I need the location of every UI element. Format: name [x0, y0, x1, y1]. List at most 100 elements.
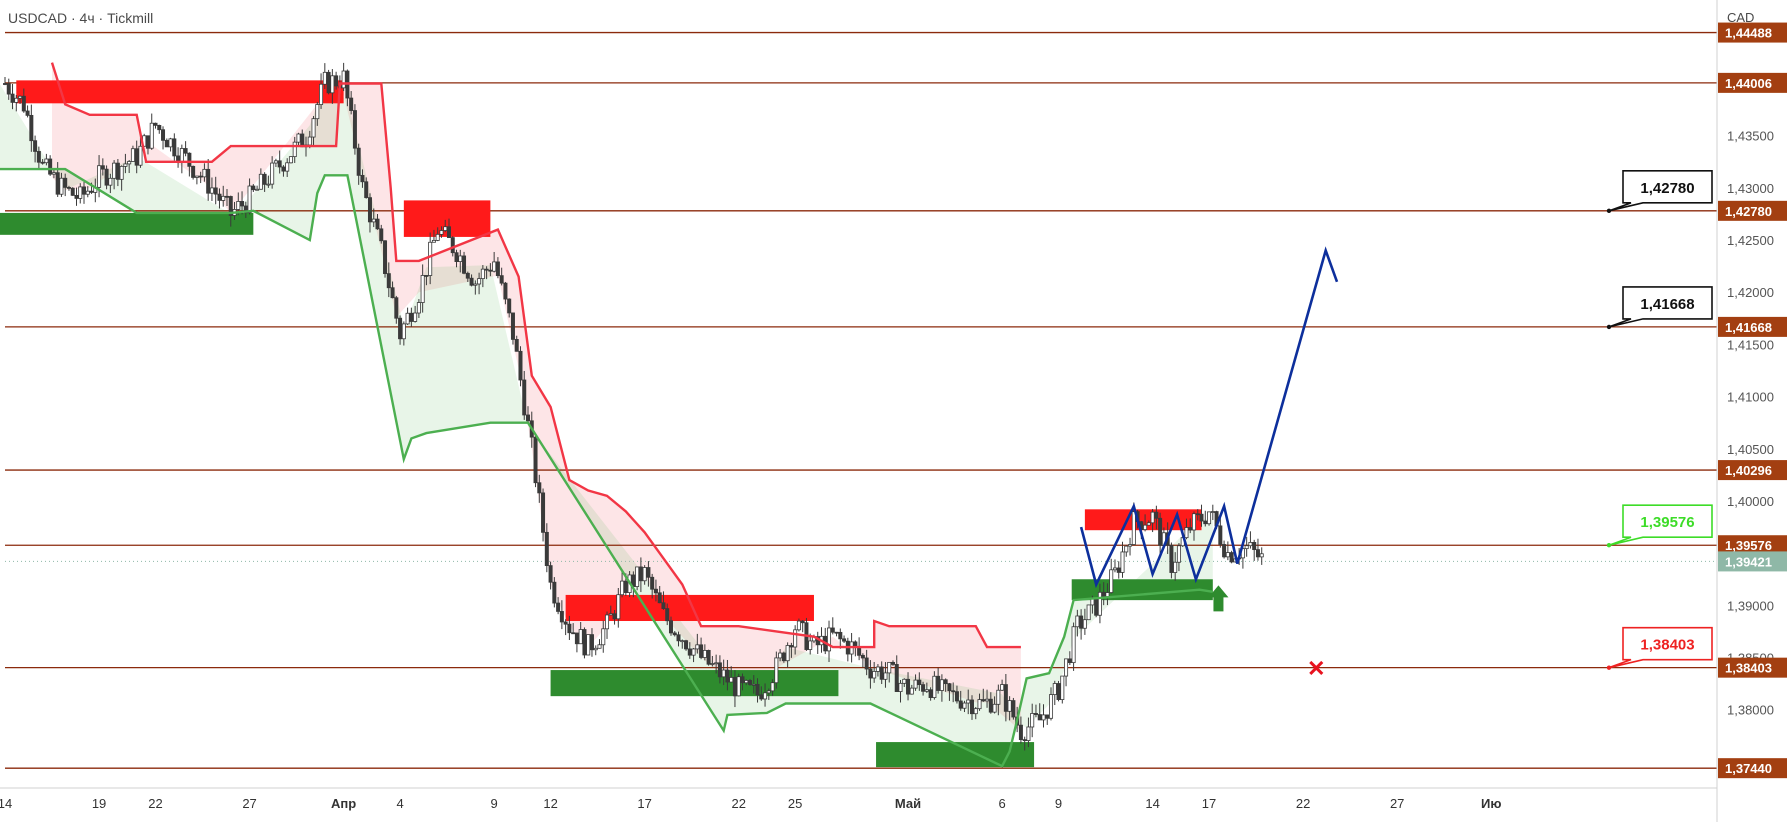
- candle-body: [495, 261, 500, 277]
- candle-body: [443, 226, 448, 231]
- candle-body: [763, 692, 768, 700]
- candle-body: [29, 114, 34, 142]
- candle-body: [559, 611, 564, 623]
- candle-body: [620, 580, 625, 596]
- candle-body: [969, 699, 974, 715]
- candle-body: [409, 312, 414, 322]
- level-price-tag-5-label: 1,39576: [1725, 538, 1772, 553]
- projection-path[interactable]: [1079, 246, 1339, 589]
- candle-body: [653, 588, 658, 594]
- candle-body: [119, 165, 124, 180]
- x-tick-label: 14: [1145, 796, 1159, 811]
- candle-body: [902, 678, 907, 684]
- candle-body: [48, 158, 53, 175]
- candle-body: [868, 668, 873, 679]
- candle-body: [371, 218, 376, 223]
- candle-body: [484, 268, 489, 271]
- candle-body: [386, 273, 391, 289]
- candle-body: [311, 118, 316, 138]
- candle-body: [488, 269, 493, 272]
- candle-body: [221, 195, 226, 201]
- y-tick-label: 1,43500: [1727, 129, 1774, 144]
- candle-body: [544, 531, 549, 567]
- candle-body: [300, 133, 305, 148]
- candle-body: [1112, 567, 1117, 571]
- candle-body: [1045, 714, 1050, 719]
- chart-title: USDCAD · 4ч · Tickmill: [8, 10, 154, 26]
- candle-body: [1210, 511, 1215, 513]
- x-tick-label: Апр: [331, 796, 356, 811]
- level-price-tag-0: [1718, 22, 1787, 43]
- candle-body: [1225, 552, 1230, 558]
- resistance-zone-0[interactable]: [16, 80, 344, 104]
- candle-body: [194, 175, 199, 178]
- candle-body: [247, 185, 252, 214]
- candle-body: [1082, 619, 1087, 629]
- callout-anchor-dot: [1606, 208, 1612, 214]
- candle-body: [270, 162, 275, 185]
- support-zone-1[interactable]: [0, 212, 254, 235]
- candle-body: [462, 255, 467, 274]
- candle-body: [1101, 591, 1106, 597]
- candle-body: [1120, 551, 1125, 573]
- candle-body: [853, 641, 858, 647]
- candle-body: [721, 669, 726, 678]
- candle-body: [1086, 604, 1091, 621]
- candle-body: [973, 708, 978, 715]
- candle-body: [10, 93, 15, 103]
- candle-body: [1131, 511, 1136, 545]
- candle-body: [838, 631, 843, 640]
- level-price-tag-6-label: 1,38403: [1725, 661, 1772, 676]
- candle-body: [149, 122, 154, 149]
- candle-body: [277, 160, 282, 168]
- trailing-stop-down-line: [50, 62, 1021, 649]
- candle-body: [665, 608, 670, 622]
- x-tick-label: 22: [1296, 796, 1310, 811]
- candle-body: [736, 676, 741, 697]
- candle-body: [563, 621, 568, 625]
- candle-body: [601, 628, 606, 646]
- candle-body: [657, 592, 662, 604]
- candle-body: [375, 218, 380, 230]
- candle-body: [834, 631, 839, 634]
- stop-cross-icon: [1309, 660, 1324, 676]
- candle-body: [981, 699, 986, 702]
- candle-body: [507, 298, 512, 314]
- x-tick-label: 12: [543, 796, 557, 811]
- y-tick-label: 1,38000: [1727, 703, 1774, 718]
- candle-body: [966, 699, 971, 704]
- candle-body: [492, 261, 497, 272]
- candle-body: [1188, 527, 1193, 531]
- candle-body: [781, 652, 786, 662]
- candle-body: [236, 201, 241, 210]
- y-tick-label: 1,39000: [1727, 598, 1774, 613]
- candle-body: [932, 675, 937, 698]
- candle-body: [898, 682, 903, 692]
- candle-body: [1154, 511, 1159, 519]
- candle-body: [567, 623, 572, 634]
- candle-body: [55, 172, 60, 195]
- candle-body: [100, 165, 105, 170]
- callout-label-entry: 1,39576: [1640, 514, 1694, 531]
- candle-body: [571, 632, 576, 635]
- candle-body: [1191, 513, 1196, 531]
- candle-body: [1109, 569, 1114, 593]
- candle-body: [420, 275, 425, 303]
- candle-body: [1259, 553, 1264, 558]
- candle-body: [541, 492, 546, 533]
- candle-body: [288, 156, 293, 164]
- candle-body: [405, 312, 410, 325]
- y-tick-label: 1,40000: [1727, 494, 1774, 509]
- y-tick-label: 1,41500: [1727, 337, 1774, 352]
- y-tick-label: 1,42500: [1727, 233, 1774, 248]
- candle-body: [1007, 700, 1012, 712]
- candle-body: [1128, 544, 1133, 547]
- candle-body: [1067, 658, 1072, 664]
- candle-body: [319, 83, 324, 105]
- candle-body: [748, 680, 753, 685]
- candle-body: [499, 275, 504, 284]
- candle-body: [668, 620, 673, 634]
- level-price-tag-2: [1718, 200, 1787, 221]
- candle-body: [1244, 545, 1249, 550]
